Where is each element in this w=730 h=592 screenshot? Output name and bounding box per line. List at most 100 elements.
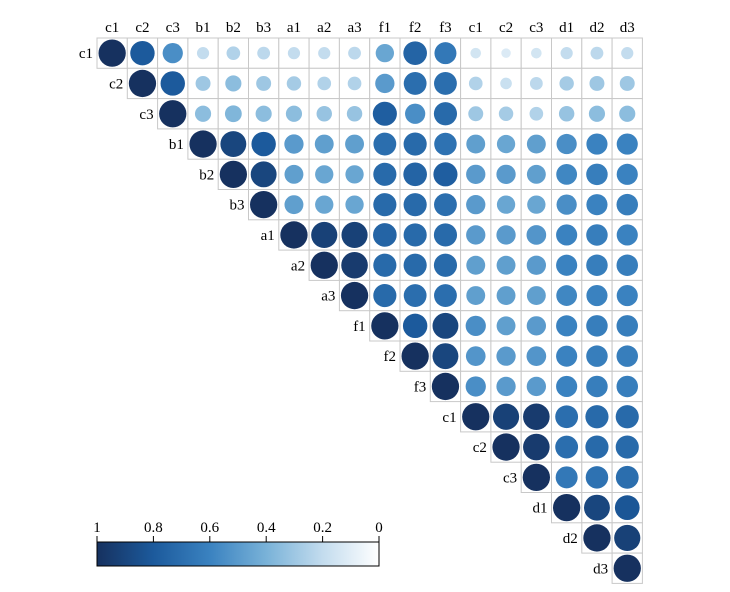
corr-circle-10-14 (526, 346, 547, 366)
corr-circle-5-10 (403, 193, 427, 217)
corr-circle-6-17 (616, 224, 638, 246)
corr-circle-10-16 (586, 345, 608, 367)
corr-circle-4-7 (315, 165, 334, 184)
corr-circle-2-13 (498, 106, 514, 121)
row-label-9: f1 (353, 319, 366, 335)
corr-circle-7-9 (373, 253, 397, 277)
corr-circle-1-5 (256, 75, 272, 91)
corr-circle-10-12 (465, 346, 486, 366)
row-label-12: c1 (442, 410, 456, 426)
row-label-13: c2 (473, 440, 487, 456)
corr-circle-8-13 (496, 286, 516, 306)
corr-circle-6-10 (403, 223, 427, 247)
col-label-11: f3 (439, 20, 452, 36)
col-label-10: f2 (409, 20, 422, 36)
corr-circle-0-2 (162, 43, 183, 64)
corr-circle-0-8 (348, 46, 361, 60)
corr-circle-11-12 (465, 376, 486, 397)
grid-cell-0-7 (308, 37, 340, 69)
corr-circle-3-13 (496, 134, 516, 154)
corr-circle-5-8 (345, 195, 364, 214)
corr-circle-12-17 (615, 405, 639, 429)
corr-circle-8-9 (373, 283, 397, 308)
corr-circle-2-6 (285, 105, 303, 122)
corr-circle-0-0 (98, 39, 126, 67)
col-label-17: d3 (620, 20, 635, 36)
colorbar-tick-label-4: 0.2 (313, 520, 332, 536)
corr-circle-5-16 (586, 194, 608, 216)
corr-circle-9-16 (586, 315, 608, 337)
corr-circle-4-14 (526, 164, 546, 184)
corr-circle-16-17 (614, 524, 641, 552)
row-label-16: d2 (563, 531, 578, 547)
corr-circle-2-17 (619, 105, 636, 122)
corr-circle-13-16 (585, 435, 609, 459)
row-label-10: f2 (384, 349, 397, 365)
row-label-14: c3 (503, 470, 517, 486)
corr-circle-0-3 (196, 47, 210, 60)
corr-circle-2-4 (224, 105, 242, 123)
corr-circle-7-13 (496, 255, 516, 275)
corr-circle-4-12 (466, 164, 486, 185)
col-label-16: d2 (589, 20, 604, 36)
corr-circle-5-13 (496, 195, 516, 214)
col-label-9: f1 (379, 20, 392, 36)
corr-circle-0-17 (621, 47, 634, 60)
corr-circle-7-8 (341, 251, 368, 279)
corr-circle-8-15 (556, 285, 578, 306)
corr-circle-2-8 (346, 106, 363, 122)
corr-circle-3-6 (284, 134, 304, 154)
row-label-8: a3 (321, 289, 335, 305)
corr-circle-1-11 (434, 72, 457, 95)
corr-circle-1-6 (286, 76, 302, 91)
corr-circle-6-13 (496, 225, 516, 245)
corr-circle-3-9 (373, 132, 397, 156)
corr-circle-9-9 (371, 312, 399, 340)
corr-circle-2-12 (468, 106, 484, 122)
colorbar: 1 0.8 0.6 0.4 0.2 0 (93, 520, 383, 567)
corr-circle-1-4 (225, 75, 242, 92)
corr-circle-8-11 (434, 284, 457, 307)
corr-circle-11-14 (526, 376, 546, 397)
circle-layer (98, 39, 641, 582)
grid-cell-4-14 (520, 158, 553, 190)
corr-circle-6-11 (433, 223, 458, 247)
colorbar-tick-label-0: 1 (93, 520, 101, 536)
colorbar-tick-label-3: 0.4 (257, 520, 276, 536)
corr-circle-0-9 (375, 43, 395, 63)
corr-circle-0-10 (403, 41, 427, 65)
corr-circle-0-13 (501, 48, 511, 58)
corr-circle-17-17 (613, 554, 641, 582)
corr-circle-8-16 (586, 284, 608, 307)
row-label-1: c2 (109, 76, 123, 92)
corr-circle-9-13 (496, 316, 516, 336)
corr-circle-14-14 (522, 463, 550, 491)
col-label-3: b1 (196, 20, 211, 36)
corr-circle-9-15 (556, 315, 578, 337)
corr-circle-7-12 (466, 255, 486, 275)
corr-circle-9-17 (616, 315, 638, 337)
corr-circle-0-16 (590, 46, 604, 60)
corr-circle-12-15 (555, 405, 579, 429)
corr-circle-4-9 (373, 162, 397, 186)
corr-circle-7-10 (403, 253, 427, 277)
corr-circle-11-13 (496, 376, 516, 397)
corr-circle-10-15 (556, 345, 578, 367)
corr-circle-10-17 (616, 345, 638, 367)
corr-circle-7-17 (616, 254, 638, 276)
corr-circle-2-14 (529, 106, 544, 121)
col-label-2: c3 (166, 20, 180, 36)
corr-circle-0-12 (470, 47, 482, 59)
corr-circle-2-2 (159, 100, 187, 128)
corr-circle-9-14 (526, 316, 546, 336)
corr-circle-11-11 (431, 372, 460, 401)
corr-circle-2-9 (372, 101, 397, 126)
col-label-8: a3 (347, 20, 361, 36)
corr-circle-3-14 (526, 134, 546, 154)
corr-circle-4-8 (345, 165, 364, 184)
col-label-12: c1 (469, 20, 483, 36)
corr-circle-11-15 (556, 375, 578, 398)
corr-circle-4-4 (219, 160, 248, 189)
